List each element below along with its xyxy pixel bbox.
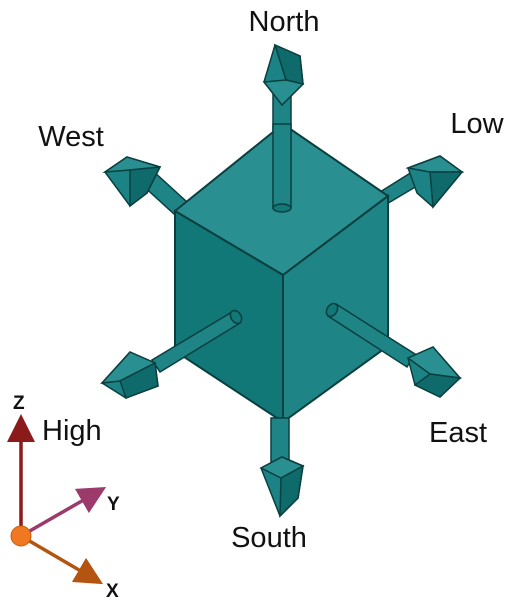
coordinate-triad: Z Y X [7,393,120,602]
low-arrow [370,155,465,209]
north-label: North [249,6,320,38]
x-axis [20,534,104,585]
high-arrow [100,309,243,399]
east-label: East [429,417,487,449]
south-arrow [259,417,305,518]
east-arrow [325,302,462,398]
low-label: Low [450,108,504,140]
y-axis [20,487,107,538]
west-arrow [102,156,189,216]
y-axis-label: Y [107,494,120,515]
west-label: West [38,121,104,153]
north-shaft [272,123,292,213]
origin-point [10,525,32,547]
x-axis-label: X [106,581,119,602]
south-label: South [231,522,307,554]
high-label: High [42,415,102,447]
z-axis-label: Z [13,393,25,414]
